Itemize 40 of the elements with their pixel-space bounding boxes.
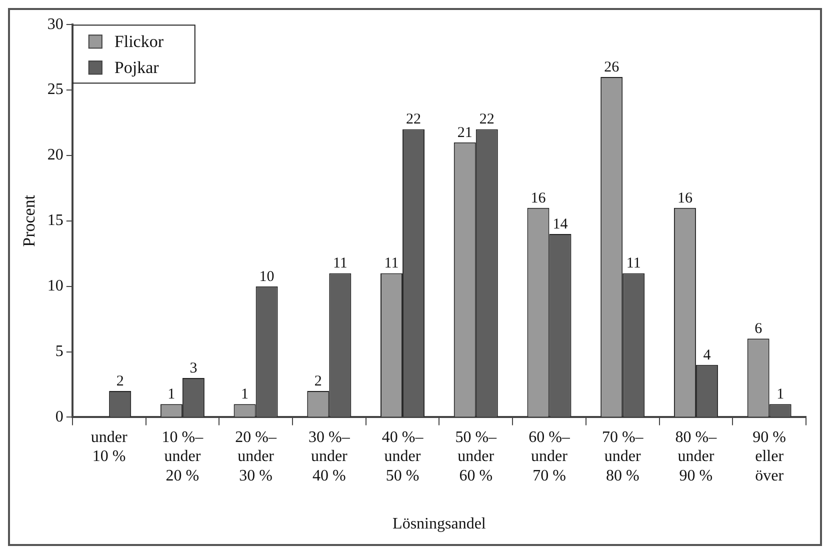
x-tick-label: 40 %– under 50 % — [382, 429, 424, 484]
x-axis-title: Lösningsandel — [392, 516, 486, 533]
data-label: 26 — [604, 59, 620, 76]
x-tick-label: 10 %– under 20 % — [162, 429, 204, 484]
data-label: 16 — [530, 190, 546, 206]
data-label: 16 — [677, 190, 693, 206]
data-label: 6 — [754, 321, 763, 338]
data-label: 2 — [314, 373, 322, 390]
y-tick-label: 10 — [47, 278, 64, 295]
data-label: 22 — [406, 112, 422, 128]
x-tick-label: 30 %– under 40 % — [308, 429, 351, 484]
data-label: 14 — [552, 216, 568, 232]
x-tick-label: 20 %– under 30 % — [235, 429, 278, 484]
data-label: 1 — [168, 386, 176, 403]
data-label: 22 — [479, 112, 494, 128]
data-label: 3 — [190, 360, 198, 376]
data-label: 11 — [332, 256, 348, 272]
x-tick-label: 60 %– under 70 % — [528, 429, 571, 484]
data-label: 4 — [703, 347, 712, 364]
x-tick-label: 50 %– under 60 % — [455, 429, 498, 484]
y-axis-title: Procent — [20, 194, 39, 247]
data-label: 11 — [626, 256, 641, 272]
legend-label: Pojkar — [114, 58, 160, 78]
x-tick-label: 90 % eller över — [752, 429, 786, 484]
legend-label: Flickor — [114, 32, 164, 52]
y-tick-label: 15 — [47, 212, 64, 230]
y-tick-label: 20 — [47, 146, 64, 164]
data-label: 1 — [776, 386, 784, 403]
data-label: 10 — [259, 268, 274, 285]
data-label: 21 — [457, 124, 472, 141]
y-tick-label: 25 — [47, 81, 64, 98]
x-tick-label: 70 %– under 80 % — [602, 429, 644, 484]
y-tick-label: 5 — [55, 342, 64, 360]
x-tick-label: under 10 % — [90, 429, 128, 466]
y-tick-label: 30 — [47, 16, 64, 33]
data-label: 11 — [384, 256, 399, 272]
y-tick-label: 0 — [55, 408, 64, 426]
x-tick-label: 80 %– under 90 % — [675, 429, 718, 484]
data-label: 1 — [241, 386, 249, 403]
data-label: 2 — [116, 373, 124, 390]
